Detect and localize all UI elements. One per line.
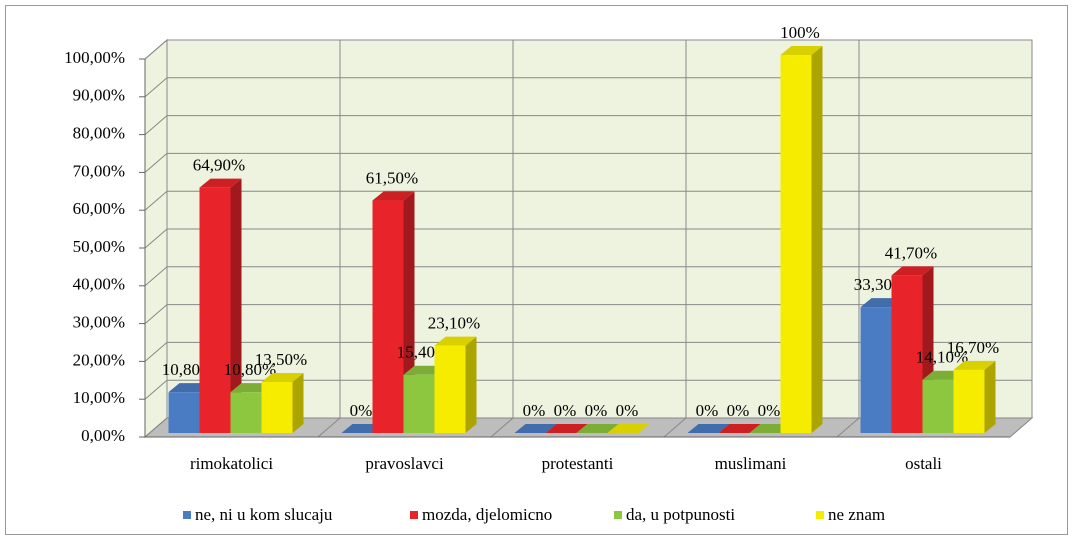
y-tick-label: 100,00%: [64, 48, 125, 67]
y-tick-label: 50,00%: [73, 237, 125, 256]
x-tick-label: muslimani: [715, 454, 787, 473]
data-label: 16,70%: [947, 338, 999, 357]
category-divider: [490, 417, 514, 438]
bar-top: [199, 178, 242, 188]
bar-top: [891, 266, 934, 276]
data-label: 0%: [758, 401, 781, 420]
grid-line: [144, 304, 168, 324]
bar: [922, 379, 954, 433]
bar-top: [434, 336, 477, 346]
grid-line: [144, 417, 168, 438]
bar: [860, 307, 892, 433]
data-label: 10,80%: [224, 360, 276, 379]
y-tick-label: 0,00%: [81, 426, 125, 445]
legend-label: ne znam: [828, 505, 885, 524]
bar-side: [465, 336, 477, 433]
bar-side: [292, 372, 304, 433]
bar-top: [687, 424, 730, 433]
legend-label: ne, ni u kom slucaju: [195, 505, 333, 524]
data-label: 0%: [727, 401, 750, 420]
bar-side: [984, 360, 996, 433]
legend-swatch: [410, 511, 418, 519]
data-label: 23,10%: [428, 314, 480, 333]
grid-line: [144, 39, 168, 60]
bar: [261, 381, 293, 433]
legend-swatch: [183, 511, 191, 519]
category-divider: [663, 417, 687, 438]
grid-line: [144, 228, 168, 249]
bar: [403, 374, 435, 433]
bar-top: [372, 191, 415, 201]
data-label: 0%: [554, 401, 577, 420]
y-tick-label: 20,00%: [73, 350, 125, 369]
data-label: 41,70%: [885, 243, 937, 262]
y-tick-label: 30,00%: [73, 313, 125, 332]
y-tick-label: 70,00%: [73, 161, 125, 180]
bar-top: [607, 424, 650, 433]
bar: [168, 392, 200, 433]
grid-line: [144, 153, 168, 173]
bar-top: [545, 424, 588, 433]
data-label: 0%: [696, 401, 719, 420]
bar-top: [780, 46, 823, 55]
grid-line: [144, 342, 168, 362]
bar: [434, 345, 466, 433]
bar: [372, 200, 404, 433]
x-tick-label: pravoslavci: [365, 454, 444, 473]
y-tick-label: 40,00%: [73, 275, 125, 294]
data-label: 0%: [523, 401, 546, 420]
data-label: 0%: [585, 401, 608, 420]
category-divider: [317, 417, 341, 438]
data-label: 0%: [350, 401, 373, 420]
grid-line: [144, 115, 168, 135]
data-label: 64,90%: [193, 156, 245, 175]
grid-line: [144, 77, 168, 98]
data-label: 100%: [780, 23, 820, 42]
data-label: 0%: [616, 401, 639, 420]
category-divider: [836, 417, 860, 438]
bar-top: [953, 360, 996, 370]
bar-top: [718, 424, 761, 433]
data-label: 61,50%: [366, 168, 418, 187]
legend-swatch: [816, 511, 824, 519]
legend-label: mozda, djelomicno: [422, 505, 552, 524]
bar-top: [514, 424, 557, 433]
bar: [891, 275, 923, 433]
grid-line: [144, 379, 168, 400]
x-tick-label: rimokatolici: [190, 454, 273, 473]
bar-side: [811, 46, 823, 433]
y-tick-label: 80,00%: [73, 124, 125, 143]
bar: [780, 55, 812, 433]
data-label: 13,50%: [255, 350, 307, 369]
y-tick-label: 90,00%: [73, 86, 125, 105]
x-tick-label: protestanti: [542, 454, 614, 473]
bar-top: [261, 372, 304, 382]
bar-top: [576, 424, 619, 433]
bar-side: [230, 178, 242, 433]
y-tick-label: 10,00%: [73, 388, 125, 407]
bar: [199, 187, 231, 433]
grid-line: [144, 266, 168, 287]
legend-swatch: [614, 511, 622, 519]
y-tick-label: 60,00%: [73, 199, 125, 218]
legend-label: da, u potpunosti: [626, 505, 735, 524]
bar: [230, 392, 262, 433]
bar: [953, 369, 985, 433]
data-label: 14,10%: [916, 348, 968, 367]
x-tick-label: ostali: [905, 454, 942, 473]
grid-line: [144, 190, 168, 211]
